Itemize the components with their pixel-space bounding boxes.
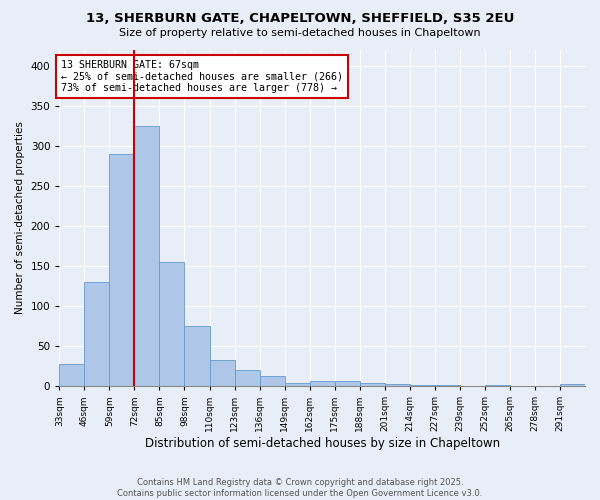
Bar [360,383,385,386]
Bar [485,385,510,386]
Bar [235,370,260,386]
Y-axis label: Number of semi-detached properties: Number of semi-detached properties [15,122,25,314]
Bar [134,126,160,386]
Text: 13, SHERBURN GATE, CHAPELTOWN, SHEFFIELD, S35 2EU: 13, SHERBURN GATE, CHAPELTOWN, SHEFFIELD… [86,12,514,26]
Bar [335,381,360,386]
Bar [310,381,335,386]
Bar [385,384,410,386]
Bar [260,376,284,386]
Text: Contains HM Land Registry data © Crown copyright and database right 2025.
Contai: Contains HM Land Registry data © Crown c… [118,478,482,498]
Text: 13 SHERBURN GATE: 67sqm
← 25% of semi-detached houses are smaller (266)
73% of s: 13 SHERBURN GATE: 67sqm ← 25% of semi-de… [61,60,343,93]
X-axis label: Distribution of semi-detached houses by size in Chapeltown: Distribution of semi-detached houses by … [145,437,500,450]
Bar [184,326,209,386]
Bar [85,282,109,386]
Bar [435,385,460,386]
Bar [410,385,435,386]
Bar [560,384,585,386]
Bar [160,262,184,386]
Bar [59,364,85,386]
Bar [209,360,235,386]
Text: Size of property relative to semi-detached houses in Chapeltown: Size of property relative to semi-detach… [119,28,481,38]
Bar [284,383,310,386]
Bar [109,154,134,386]
